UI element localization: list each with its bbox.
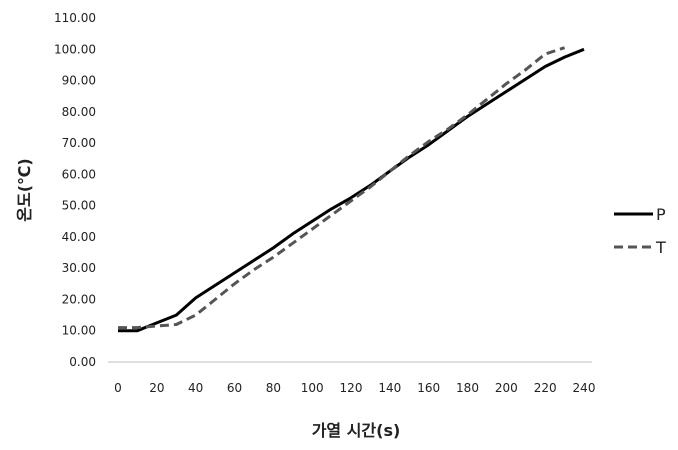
- x-tick-label: 100: [301, 381, 324, 395]
- x-tick-label: 140: [378, 381, 401, 395]
- x-axis-ticks: 0 20 40 60 80 100 120 140 160 180 200 220 240: [114, 381, 595, 395]
- x-tick-label: 20: [149, 381, 164, 395]
- x-tick-label: 240: [573, 381, 596, 395]
- x-tick-label: 120: [340, 381, 363, 395]
- y-tick-label: 90.00: [62, 74, 96, 88]
- x-tick-label: 180: [456, 381, 479, 395]
- x-tick-label: 220: [534, 381, 557, 395]
- x-tick-label: 0: [114, 381, 122, 395]
- x-tick-label: 200: [495, 381, 518, 395]
- y-tick-label: 110.00: [54, 11, 96, 25]
- series-layer: [118, 46, 585, 333]
- y-tick-label: 10.00: [62, 324, 96, 338]
- y-tick-label: 60.00: [62, 167, 96, 181]
- y-tick-label: 30.00: [62, 261, 96, 275]
- x-tick-label: 40: [188, 381, 203, 395]
- x-tick-label: 60: [227, 381, 242, 395]
- legend: PT: [614, 205, 666, 257]
- y-axis-ticks: 0.00 10.00 20.00 30.00 40.00 50.00 60.00 70.00 8…: [54, 11, 96, 369]
- y-axis-title: 온도(℃): [15, 158, 34, 221]
- legend-label-p: P: [656, 205, 666, 224]
- y-tick-label: 0.00: [69, 355, 96, 369]
- y-tick-label: 80.00: [62, 105, 96, 119]
- y-tick-label: 40.00: [62, 230, 96, 244]
- x-tick-label: 160: [417, 381, 440, 395]
- x-axis-title: 가열 시간(s): [312, 421, 401, 440]
- series-line-t: [118, 46, 566, 330]
- series-line-p: [118, 47, 585, 333]
- y-tick-label: 20.00: [62, 292, 96, 306]
- y-tick-label: 50.00: [62, 199, 96, 213]
- legend-label-t: T: [655, 238, 666, 257]
- y-tick-label: 70.00: [62, 136, 96, 150]
- x-tick-label: 80: [266, 381, 281, 395]
- y-tick-label: 100.00: [54, 42, 96, 56]
